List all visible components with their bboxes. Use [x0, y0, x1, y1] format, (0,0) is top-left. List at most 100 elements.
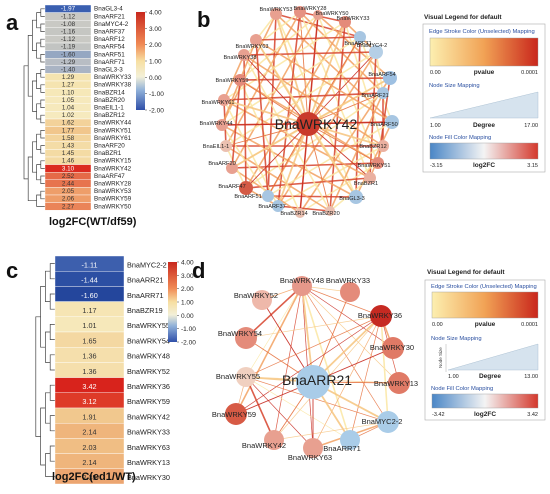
- heatmap-gene-label: BnaARF37: [94, 29, 125, 36]
- heatmap-gene-label: BnaWRKY59: [127, 397, 170, 406]
- heatmap-value: 1.04: [62, 105, 75, 112]
- legend-b-edge-gradient: [429, 37, 539, 67]
- network-node-label: BnaWRKY33: [337, 16, 370, 22]
- network-node-label: BnaBZR1: [354, 181, 378, 187]
- panel-b-letter: b: [197, 7, 210, 32]
- network-node-label: BnaBZR14: [280, 211, 307, 217]
- network-node: [238, 49, 250, 61]
- heatmap-value: 1.10: [62, 89, 75, 96]
- legend-d-edge-gradient: [431, 291, 539, 319]
- heatmap-gene-label: BnaWRKY42: [127, 412, 170, 421]
- legend-b-title: Visual Legend for default: [424, 14, 502, 21]
- heatmap-value: -1.60: [81, 291, 98, 300]
- heatmap-cell: [44, 202, 92, 211]
- legend-d-fill-gradient: [431, 393, 539, 409]
- heatmap-gene-label: BnaWRKY44: [94, 120, 132, 127]
- heatmap-value: 1.46: [62, 158, 75, 165]
- network-node-label: BnaBZR12: [359, 144, 386, 150]
- panel-a-heatmap: -1.97 BnaGL3-4 -1.12 BnaARF21 -1.08 BnaMYC4-2…: [44, 4, 132, 211]
- network-node: [377, 87, 389, 99]
- heatmap-value: 2.27: [62, 203, 75, 210]
- heatmap-value: 1.77: [62, 127, 75, 134]
- network-node: [325, 206, 335, 216]
- network-node-label: BnaGL3-3: [339, 196, 365, 202]
- heatmap-gene-label: BnaWRKY50: [94, 203, 132, 210]
- scale-tick-label: 0.00: [149, 75, 162, 82]
- network-node: [377, 411, 399, 433]
- heatmap-value: 1.36: [82, 367, 96, 376]
- scale-tick-label: 2.00: [181, 286, 194, 293]
- heatmap-value: 3.10: [62, 165, 75, 172]
- heatmap-gene-label: BnaWRKY63: [127, 443, 170, 452]
- scale-tick-label: 4.00: [149, 10, 162, 17]
- heatmap-gene-label: BnaWRKY61: [94, 135, 132, 142]
- heatmap-cell: [54, 468, 125, 485]
- network-node: [383, 71, 397, 85]
- scale-tick-label: -1.00: [149, 91, 164, 98]
- heatmap-value: 1.36: [82, 352, 96, 361]
- network-node: [369, 45, 383, 59]
- panel-c-colorscale: 4.00 3.00 2.00 1.00 0.00 -1.00 -2.00: [168, 260, 196, 347]
- legend-d-edge-max: 0.0001: [521, 322, 538, 328]
- heatmap-gene-label: BnaBZR20: [94, 97, 125, 104]
- network-node-label: BnaWRKY42: [242, 441, 286, 450]
- heatmap-value: -1.29: [61, 59, 76, 66]
- heatmap-value: 2.52: [62, 173, 75, 180]
- heatmap-gene-label: BnaARF54: [94, 44, 125, 51]
- heatmap-gene-label: BnaWRKY48: [127, 352, 170, 361]
- network-node-label: BnaWRKY59: [216, 78, 249, 84]
- network-node: [262, 190, 274, 202]
- legend-d-title: Visual Legend for default: [427, 269, 505, 276]
- legend-b-size-center: Degree: [473, 122, 495, 129]
- network-node: [264, 430, 284, 450]
- heatmap-value: 2.44: [62, 181, 75, 188]
- heatmap-gene-label: BnaWRKY13: [127, 458, 170, 467]
- heatmap-gene-label: BnaEIL1-1: [94, 105, 124, 112]
- network-node: [226, 162, 238, 174]
- legend-d-fill-min: -3.42: [432, 412, 445, 418]
- network-node-label: BnaARF71: [344, 41, 371, 47]
- network-node: [295, 208, 305, 218]
- network-node: [370, 305, 392, 327]
- heatmap-gene-label: BnaWRKY51: [94, 127, 132, 134]
- heatmap-value: 2.14: [82, 458, 96, 467]
- legend-d-fill-center: log2FC: [474, 411, 496, 418]
- network-node: [294, 6, 306, 18]
- heatmap-value: 2.14: [82, 428, 96, 437]
- network-node-label: BnaWRKY13: [374, 379, 418, 388]
- heatmap-gene-label: BnaWRKY33: [127, 428, 170, 437]
- network-node: [349, 190, 363, 204]
- network-node-label: BnaARF50: [370, 122, 397, 128]
- panel-c-letter: c: [6, 258, 18, 283]
- network-node-label: BnaARF20: [208, 161, 235, 167]
- heatmap-gene-label: BnaWRKY36: [127, 382, 170, 391]
- panel-a-letter: a: [6, 10, 19, 35]
- legend-b-fill-center: log2FC: [473, 162, 495, 169]
- heatmap-value: 1.27: [62, 82, 75, 89]
- heatmap-value: 1.43: [62, 143, 75, 150]
- heatmap-value: 2.03: [82, 443, 96, 452]
- legend-d-size-axis: Node Size: [438, 347, 443, 368]
- panel-d-nodes: BnaWRKY48 BnaWRKY33 BnaWRKY52 BnaWRKY36 BnaW…: [212, 276, 418, 462]
- legend-d-size-label: Node Size Mapping: [431, 336, 482, 342]
- panel-d-legend: Visual Legend for default Edge Stroke Co…: [424, 269, 546, 421]
- network-node: [239, 181, 253, 195]
- panel-a-dendrogram: [23, 8, 45, 207]
- panel-c-dendrogram: [35, 263, 55, 477]
- panel-b-legend: Visual Legend for default Edge Stroke Co…: [422, 14, 546, 173]
- network-node: [250, 34, 262, 46]
- network-node-label: BnaWRKY55: [216, 372, 260, 381]
- network-node: [272, 200, 284, 212]
- panel-a-colorscale: 4.00 3.00 2.00 1.00 0.00 -1.00 -2.00: [136, 10, 164, 115]
- network-node-label: BnaARF47: [218, 184, 245, 190]
- legend-b-size-label: Node Size Mapping: [429, 83, 480, 89]
- network-node-label: BnaWRKY63: [288, 453, 332, 462]
- legend-b-size-wedge: [429, 91, 539, 119]
- heatmap-gene-label: BnaWRKY59: [94, 196, 132, 203]
- network-node-label: BnaWRKY33: [326, 276, 370, 285]
- heatmap-value: -1.16: [61, 29, 76, 36]
- heatmap-gene-label: BnaBZR1: [94, 150, 122, 157]
- panel-c-title: log2FC(ed1/WT): [52, 471, 136, 483]
